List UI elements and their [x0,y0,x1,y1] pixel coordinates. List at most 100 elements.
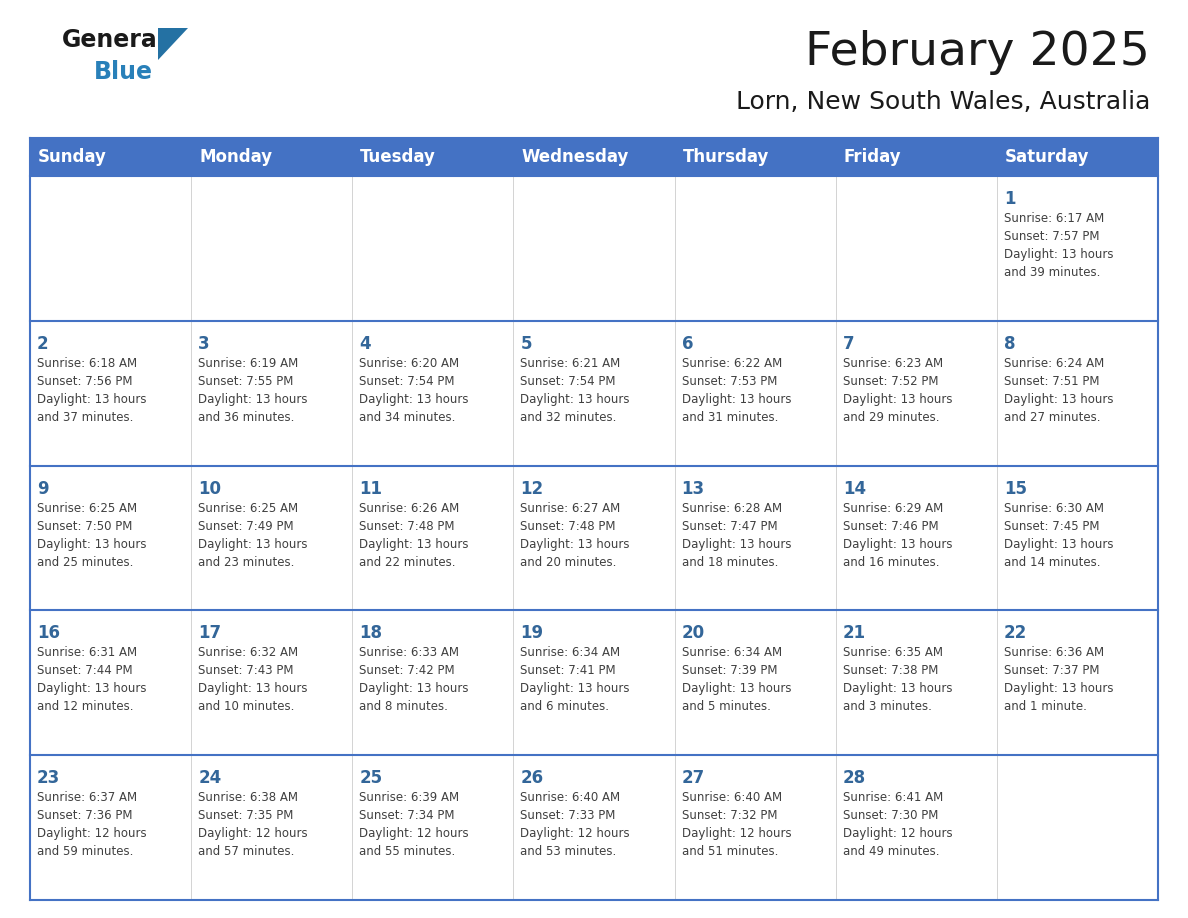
Bar [675,138,835,176]
Text: and 6 minutes.: and 6 minutes. [520,700,609,713]
Text: and 8 minutes.: and 8 minutes. [359,700,448,713]
Text: 5: 5 [520,335,532,353]
Text: Sunrise: 6:34 AM: Sunrise: 6:34 AM [682,646,782,659]
Text: and 16 minutes.: and 16 minutes. [842,555,940,568]
Text: Sunrise: 6:36 AM: Sunrise: 6:36 AM [1004,646,1104,659]
Text: Sunrise: 6:22 AM: Sunrise: 6:22 AM [682,357,782,370]
Text: Sunset: 7:43 PM: Sunset: 7:43 PM [198,665,293,677]
Text: 24: 24 [198,769,221,788]
Text: 9: 9 [37,479,49,498]
Text: 4: 4 [359,335,371,353]
Text: Lorn, New South Wales, Australia: Lorn, New South Wales, Australia [735,90,1150,114]
Bar [997,138,1158,176]
Text: Sunset: 7:35 PM: Sunset: 7:35 PM [198,809,293,823]
Text: Daylight: 12 hours: Daylight: 12 hours [842,827,953,840]
Text: and 53 minutes.: and 53 minutes. [520,845,617,858]
Text: 25: 25 [359,769,383,788]
Text: Daylight: 13 hours: Daylight: 13 hours [37,393,146,406]
Text: Saturday: Saturday [1005,148,1089,166]
Text: and 36 minutes.: and 36 minutes. [198,410,295,424]
Text: Sunrise: 6:30 AM: Sunrise: 6:30 AM [1004,501,1104,515]
Text: Sunset: 7:41 PM: Sunset: 7:41 PM [520,665,617,677]
Text: Daylight: 13 hours: Daylight: 13 hours [682,538,791,551]
Text: 10: 10 [198,479,221,498]
Bar [30,610,1158,756]
Text: Sunset: 7:48 PM: Sunset: 7:48 PM [359,520,455,532]
Text: Daylight: 13 hours: Daylight: 13 hours [198,682,308,696]
Text: and 37 minutes.: and 37 minutes. [37,410,133,424]
Text: and 32 minutes.: and 32 minutes. [520,410,617,424]
Text: Sunset: 7:45 PM: Sunset: 7:45 PM [1004,520,1099,532]
Text: 21: 21 [842,624,866,643]
Text: Sunset: 7:42 PM: Sunset: 7:42 PM [359,665,455,677]
Text: 2: 2 [37,335,49,353]
Text: Sunrise: 6:19 AM: Sunrise: 6:19 AM [198,357,298,370]
Text: and 55 minutes.: and 55 minutes. [359,845,455,858]
Text: Sunset: 7:30 PM: Sunset: 7:30 PM [842,809,939,823]
Text: and 1 minute.: and 1 minute. [1004,700,1087,713]
Text: 27: 27 [682,769,704,788]
Text: Sunset: 7:49 PM: Sunset: 7:49 PM [198,520,293,532]
Text: Daylight: 13 hours: Daylight: 13 hours [37,538,146,551]
Text: Sunday: Sunday [38,148,107,166]
Text: Daylight: 12 hours: Daylight: 12 hours [359,827,469,840]
Text: and 59 minutes.: and 59 minutes. [37,845,133,858]
Text: 12: 12 [520,479,544,498]
Text: and 3 minutes.: and 3 minutes. [842,700,931,713]
Text: Daylight: 13 hours: Daylight: 13 hours [520,682,630,696]
Text: Daylight: 13 hours: Daylight: 13 hours [37,682,146,696]
Text: Daylight: 12 hours: Daylight: 12 hours [520,827,630,840]
Text: Sunrise: 6:32 AM: Sunrise: 6:32 AM [198,646,298,659]
Text: Daylight: 12 hours: Daylight: 12 hours [682,827,791,840]
Text: Sunrise: 6:18 AM: Sunrise: 6:18 AM [37,357,137,370]
Text: Sunset: 7:46 PM: Sunset: 7:46 PM [842,520,939,532]
Bar [30,176,1158,320]
Text: and 51 minutes.: and 51 minutes. [682,845,778,858]
Text: Thursday: Thursday [683,148,769,166]
Text: Daylight: 13 hours: Daylight: 13 hours [359,538,469,551]
Text: General: General [62,28,166,52]
Text: Daylight: 13 hours: Daylight: 13 hours [1004,538,1113,551]
Text: 11: 11 [359,479,383,498]
Text: and 23 minutes.: and 23 minutes. [198,555,295,568]
Text: Sunrise: 6:27 AM: Sunrise: 6:27 AM [520,501,620,515]
Text: Friday: Friday [843,148,902,166]
Bar [30,465,1158,610]
Text: Daylight: 12 hours: Daylight: 12 hours [198,827,308,840]
Text: Sunrise: 6:31 AM: Sunrise: 6:31 AM [37,646,137,659]
Text: 20: 20 [682,624,704,643]
Text: Sunrise: 6:37 AM: Sunrise: 6:37 AM [37,791,137,804]
Text: Sunset: 7:55 PM: Sunset: 7:55 PM [198,375,293,387]
Text: 13: 13 [682,479,704,498]
Text: Daylight: 13 hours: Daylight: 13 hours [1004,248,1113,261]
Text: Sunrise: 6:26 AM: Sunrise: 6:26 AM [359,501,460,515]
Text: Daylight: 13 hours: Daylight: 13 hours [842,538,953,551]
Text: Sunset: 7:38 PM: Sunset: 7:38 PM [842,665,939,677]
Text: Sunrise: 6:23 AM: Sunrise: 6:23 AM [842,357,943,370]
Text: and 34 minutes.: and 34 minutes. [359,410,456,424]
Text: and 10 minutes.: and 10 minutes. [198,700,295,713]
Text: Sunset: 7:53 PM: Sunset: 7:53 PM [682,375,777,387]
Text: Sunset: 7:36 PM: Sunset: 7:36 PM [37,809,133,823]
Text: Monday: Monday [200,148,272,166]
Text: Tuesday: Tuesday [360,148,436,166]
Text: Sunset: 7:48 PM: Sunset: 7:48 PM [520,520,615,532]
Text: and 14 minutes.: and 14 minutes. [1004,555,1100,568]
Text: and 49 minutes.: and 49 minutes. [842,845,940,858]
Text: and 18 minutes.: and 18 minutes. [682,555,778,568]
Text: Sunset: 7:51 PM: Sunset: 7:51 PM [1004,375,1099,387]
Bar [835,138,997,176]
Text: and 25 minutes.: and 25 minutes. [37,555,133,568]
Text: Sunrise: 6:33 AM: Sunrise: 6:33 AM [359,646,460,659]
Text: 8: 8 [1004,335,1016,353]
Text: Sunset: 7:32 PM: Sunset: 7:32 PM [682,809,777,823]
Text: 3: 3 [198,335,210,353]
Text: Sunrise: 6:20 AM: Sunrise: 6:20 AM [359,357,460,370]
Text: Daylight: 13 hours: Daylight: 13 hours [682,682,791,696]
Text: 14: 14 [842,479,866,498]
Text: Daylight: 13 hours: Daylight: 13 hours [842,682,953,696]
Bar [30,138,191,176]
Text: Sunset: 7:52 PM: Sunset: 7:52 PM [842,375,939,387]
Text: and 27 minutes.: and 27 minutes. [1004,410,1100,424]
Text: Sunset: 7:33 PM: Sunset: 7:33 PM [520,809,615,823]
